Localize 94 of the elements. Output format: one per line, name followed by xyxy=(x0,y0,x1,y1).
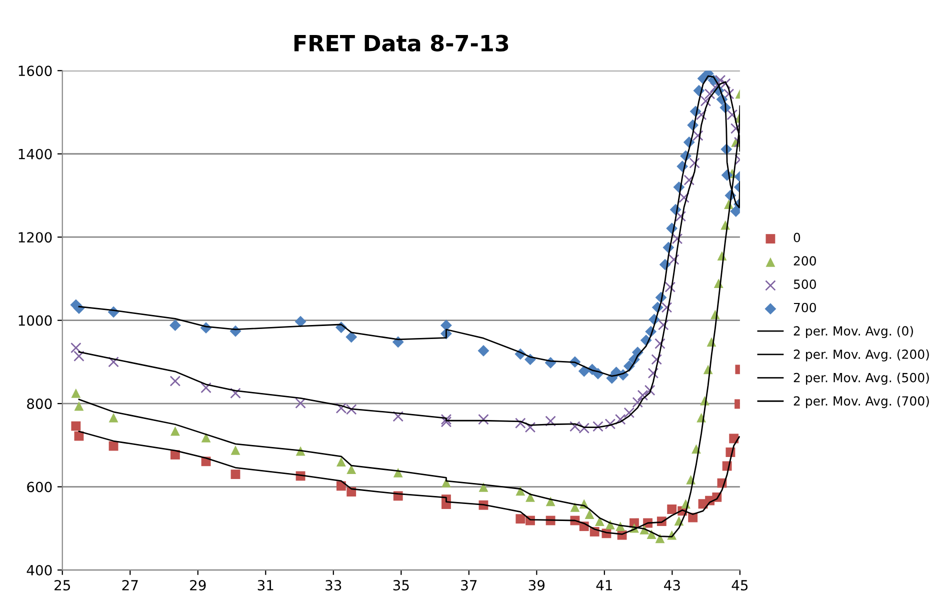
point xyxy=(71,388,81,398)
x-tick-label: 41 xyxy=(596,580,612,590)
point xyxy=(478,482,488,492)
x-tick-label: 37 xyxy=(461,580,477,590)
point xyxy=(730,123,740,134)
point xyxy=(672,233,683,244)
point xyxy=(604,418,616,430)
point xyxy=(667,504,677,514)
point xyxy=(546,496,556,506)
point xyxy=(230,388,241,399)
x-tick-label: 27 xyxy=(122,580,138,590)
legend-label: 500 xyxy=(794,279,816,289)
point xyxy=(678,192,690,203)
y-tick-label: 400 xyxy=(26,564,52,576)
x-tick-label: 25 xyxy=(54,580,70,590)
point xyxy=(515,418,526,429)
y-tick-label: 1000 xyxy=(18,315,52,326)
point xyxy=(170,376,181,386)
point xyxy=(74,401,84,411)
chart-title: FRET Data 8-7-13 xyxy=(294,34,508,52)
y-tick-label: 1200 xyxy=(18,232,52,243)
point xyxy=(584,510,594,519)
point xyxy=(440,416,452,428)
point xyxy=(675,210,686,222)
legend-label: 200 xyxy=(794,256,816,266)
x-tick-label: 45 xyxy=(732,580,748,590)
point xyxy=(526,492,535,502)
point xyxy=(624,407,635,418)
point xyxy=(661,302,672,313)
point xyxy=(71,421,81,431)
point xyxy=(658,320,669,330)
point xyxy=(632,396,644,408)
point xyxy=(644,384,656,396)
point xyxy=(692,130,704,141)
point xyxy=(714,74,726,86)
point xyxy=(108,356,119,368)
legend-label: 2 per. Mov. Avg. (500) xyxy=(794,372,929,385)
point xyxy=(170,426,180,436)
point xyxy=(704,88,716,100)
legend-label: 0 xyxy=(794,232,800,242)
legend-label: 2 per. Mov. Avg. (700) xyxy=(794,396,929,408)
legend-label: 2 per. Mov. Avg. (0) xyxy=(794,326,913,338)
point xyxy=(346,331,358,343)
x-tick-label: 31 xyxy=(258,580,274,590)
point xyxy=(651,354,662,365)
x-tick-label: 43 xyxy=(664,580,680,590)
point xyxy=(230,470,240,480)
point xyxy=(614,414,626,425)
point xyxy=(700,96,712,106)
point xyxy=(74,350,84,362)
point xyxy=(684,174,695,186)
y-tick-label: 1600 xyxy=(18,66,52,76)
point xyxy=(668,254,680,265)
point xyxy=(516,514,526,524)
y-tick-label: 1400 xyxy=(18,148,52,160)
point xyxy=(726,109,738,120)
point xyxy=(295,398,306,409)
point xyxy=(440,414,452,425)
point xyxy=(201,432,211,442)
point xyxy=(346,464,356,474)
point xyxy=(605,520,615,530)
point xyxy=(392,411,404,422)
point xyxy=(696,109,707,120)
point xyxy=(108,413,118,422)
point xyxy=(654,338,666,350)
point xyxy=(169,320,181,332)
y-tick-label: 600 xyxy=(27,482,52,492)
point xyxy=(70,342,82,354)
x-tick-label: 35 xyxy=(393,580,409,590)
x-tick-label: 39 xyxy=(528,580,545,590)
legend-label: 2 per. Mov. Avg. (200) xyxy=(794,349,929,362)
point xyxy=(648,368,659,379)
point xyxy=(393,468,403,478)
point xyxy=(336,457,346,467)
point xyxy=(230,445,240,455)
point xyxy=(594,516,604,526)
y-tick-label: 800 xyxy=(27,398,52,410)
legend-label: 700 xyxy=(794,302,816,312)
point xyxy=(545,416,556,426)
x-tick-label: 33 xyxy=(326,580,342,590)
point xyxy=(592,421,604,432)
point xyxy=(478,344,490,356)
point xyxy=(294,316,306,328)
point xyxy=(570,502,580,512)
point xyxy=(478,414,489,425)
point xyxy=(723,88,734,100)
point xyxy=(689,158,700,168)
point xyxy=(655,534,665,544)
point xyxy=(524,422,536,433)
point xyxy=(200,382,212,394)
point xyxy=(720,78,731,89)
x-tick-label: 29 xyxy=(190,580,206,590)
point xyxy=(637,390,648,401)
point xyxy=(664,282,676,292)
